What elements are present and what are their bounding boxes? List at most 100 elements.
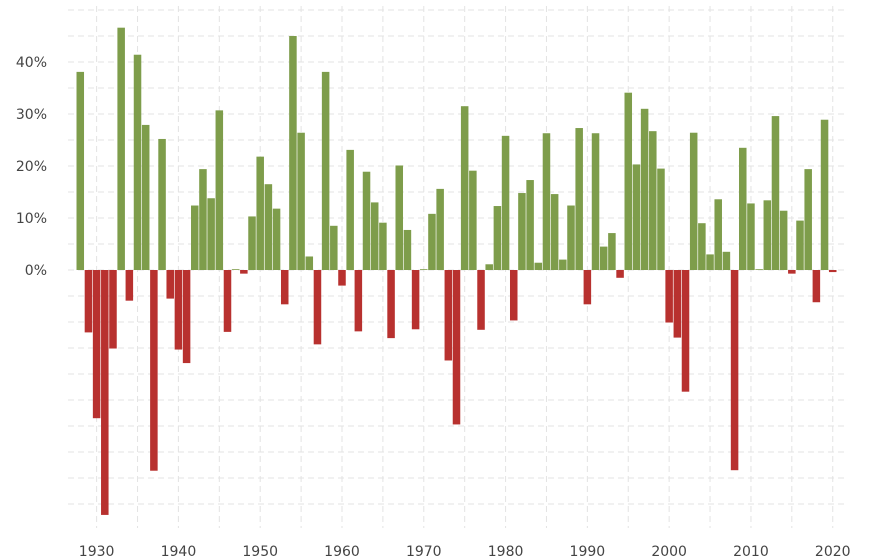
bar-2008 <box>730 270 739 471</box>
y-tick-label: 10% <box>16 211 47 227</box>
bar-1935 <box>133 54 142 270</box>
bar-1977 <box>477 270 485 330</box>
bar-1955 <box>297 132 305 270</box>
x-tick-label: 1940 <box>161 544 197 560</box>
bar-1961 <box>346 149 354 270</box>
x-tick-label: 1990 <box>570 544 606 560</box>
bar-2011 <box>755 269 763 270</box>
bar-2017 <box>804 169 812 270</box>
bar-1951 <box>264 184 273 270</box>
bar-1950 <box>256 156 264 270</box>
bar-1995 <box>624 92 633 271</box>
x-tick-label: 1970 <box>406 544 442 560</box>
bar-1952 <box>272 208 281 270</box>
bar-2015 <box>788 270 796 274</box>
bar-1930 <box>92 270 101 419</box>
bar-1963 <box>362 171 371 270</box>
bar-1981 <box>509 270 518 321</box>
x-tick-label: 1950 <box>242 544 278 560</box>
bar-1967 <box>395 165 404 270</box>
bar-1970 <box>420 269 428 270</box>
bar-1969 <box>411 270 420 330</box>
bar-1949 <box>248 216 256 270</box>
bar-2005 <box>706 254 714 270</box>
bar-1941 <box>182 270 191 364</box>
bar-1998 <box>649 131 657 270</box>
x-axis: 1930 1940 1950 1960 1970 1980 1990 2000 2010 2020 <box>79 544 851 560</box>
bar-1997 <box>640 108 649 270</box>
bar-1959 <box>330 225 338 270</box>
bar-1934 <box>125 270 134 301</box>
bar-2014 <box>779 210 788 270</box>
bar-1945 <box>215 110 224 270</box>
bar-1966 <box>387 270 395 339</box>
bar-1978 <box>485 264 493 270</box>
bar-1992 <box>599 246 608 270</box>
bar-1986 <box>550 194 559 270</box>
bar-1943 <box>199 169 207 270</box>
bar-2013 <box>771 116 780 270</box>
bar-1976 <box>469 170 477 270</box>
bar-1983 <box>526 180 534 270</box>
bar-1929 <box>84 270 93 333</box>
x-tick-label: 1960 <box>324 544 360 560</box>
y-tick-label: 30% <box>16 107 47 123</box>
bar-1975 <box>460 106 469 270</box>
y-tick-label: 20% <box>16 159 47 175</box>
bar-1957 <box>313 270 322 345</box>
bar-1988 <box>567 205 575 270</box>
bar-1980 <box>501 135 510 270</box>
bar-1937 <box>150 270 158 471</box>
bar-1931 <box>101 270 109 515</box>
bar-1944 <box>207 198 215 270</box>
bar-1962 <box>354 270 363 332</box>
bar-1939 <box>166 270 174 299</box>
x-tick-label: 1980 <box>488 544 524 560</box>
bar-1960 <box>338 270 346 286</box>
bar-1936 <box>141 124 150 270</box>
bar-1968 <box>403 229 412 270</box>
bar-2001 <box>673 270 682 338</box>
y-tick-label: 0% <box>25 263 47 279</box>
bar-2018 <box>812 270 821 303</box>
y-axis: 0% 10% 20% 30% 40% <box>16 55 47 279</box>
bar-2020 <box>828 270 837 273</box>
bar-1987 <box>559 259 567 270</box>
bar-1948 <box>240 270 248 274</box>
bar-1938 <box>158 138 166 270</box>
bar-1990 <box>583 270 592 305</box>
bar-1954 <box>289 36 297 270</box>
bar-1993 <box>608 233 616 270</box>
bar-1979 <box>493 206 502 270</box>
bar-1942 <box>191 205 199 270</box>
bar-1947 <box>231 269 240 270</box>
bar-1994 <box>616 270 624 278</box>
bar-1932 <box>109 270 117 349</box>
bar-2019 <box>820 119 829 270</box>
bar-1996 <box>632 164 641 270</box>
bar-1999 <box>657 168 665 270</box>
bar-2010 <box>747 203 755 270</box>
bar-1965 <box>379 222 387 270</box>
bar-1953 <box>280 270 289 305</box>
bar-1972 <box>436 188 444 270</box>
bar-2012 <box>763 200 772 270</box>
bar-1928 <box>76 71 85 270</box>
bars <box>76 27 837 515</box>
bar-1946 <box>223 270 232 332</box>
x-tick-label: 2020 <box>815 544 851 560</box>
bar-1982 <box>518 193 526 270</box>
bar-1971 <box>428 213 436 270</box>
bar-1984 <box>534 262 543 270</box>
bar-1989 <box>575 128 583 270</box>
bar-2007 <box>722 251 731 270</box>
bar-1958 <box>321 71 330 270</box>
bar-1964 <box>370 202 379 270</box>
x-tick-label: 2000 <box>651 544 687 560</box>
bar-1991 <box>591 133 600 270</box>
bar-2003 <box>689 132 698 270</box>
bar-2009 <box>739 147 747 270</box>
bar-2002 <box>681 270 690 392</box>
x-tick-label: 1930 <box>79 544 115 560</box>
bar-2006 <box>714 199 722 270</box>
